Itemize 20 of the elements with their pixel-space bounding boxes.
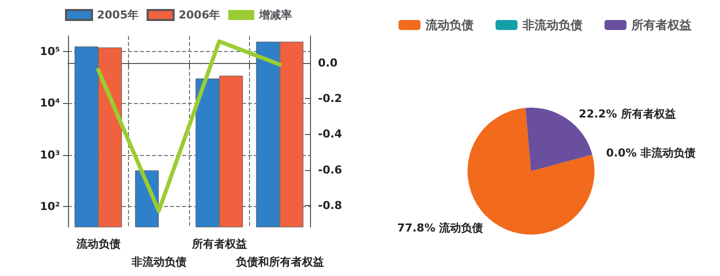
legend-label: 2006年 xyxy=(178,8,220,22)
y2-tick-label: -0.4 xyxy=(318,128,342,141)
legend-label: 所有者权益 xyxy=(630,18,692,32)
text: 22.2% 所有者权益 xyxy=(578,108,676,121)
legend-label: 2005年 xyxy=(97,8,139,22)
y-tick-label: 10⁴ xyxy=(40,96,60,110)
y2-tick-label: -0.8 xyxy=(318,199,342,212)
y-tick-label: 10² xyxy=(40,200,60,213)
legend-label: 增减率 xyxy=(258,8,292,22)
x-tick-label: 负债和所有者权益 xyxy=(234,256,324,268)
legend-label: 流动负债 xyxy=(424,18,474,32)
legend-label: 非流动负债 xyxy=(522,18,582,32)
y2-tick-label: -0.2 xyxy=(318,92,342,105)
y-tick-label: 10³ xyxy=(40,148,60,162)
y2-tick-label: -0.6 xyxy=(318,163,342,176)
y-tick-label: 10⁵ xyxy=(40,45,60,58)
text: 0.0% 非流动负债 xyxy=(606,146,696,160)
y2-tick-label: 0.0 xyxy=(318,56,338,70)
text: 77.8% 流动负债 xyxy=(397,222,484,235)
line-series xyxy=(96,39,282,213)
